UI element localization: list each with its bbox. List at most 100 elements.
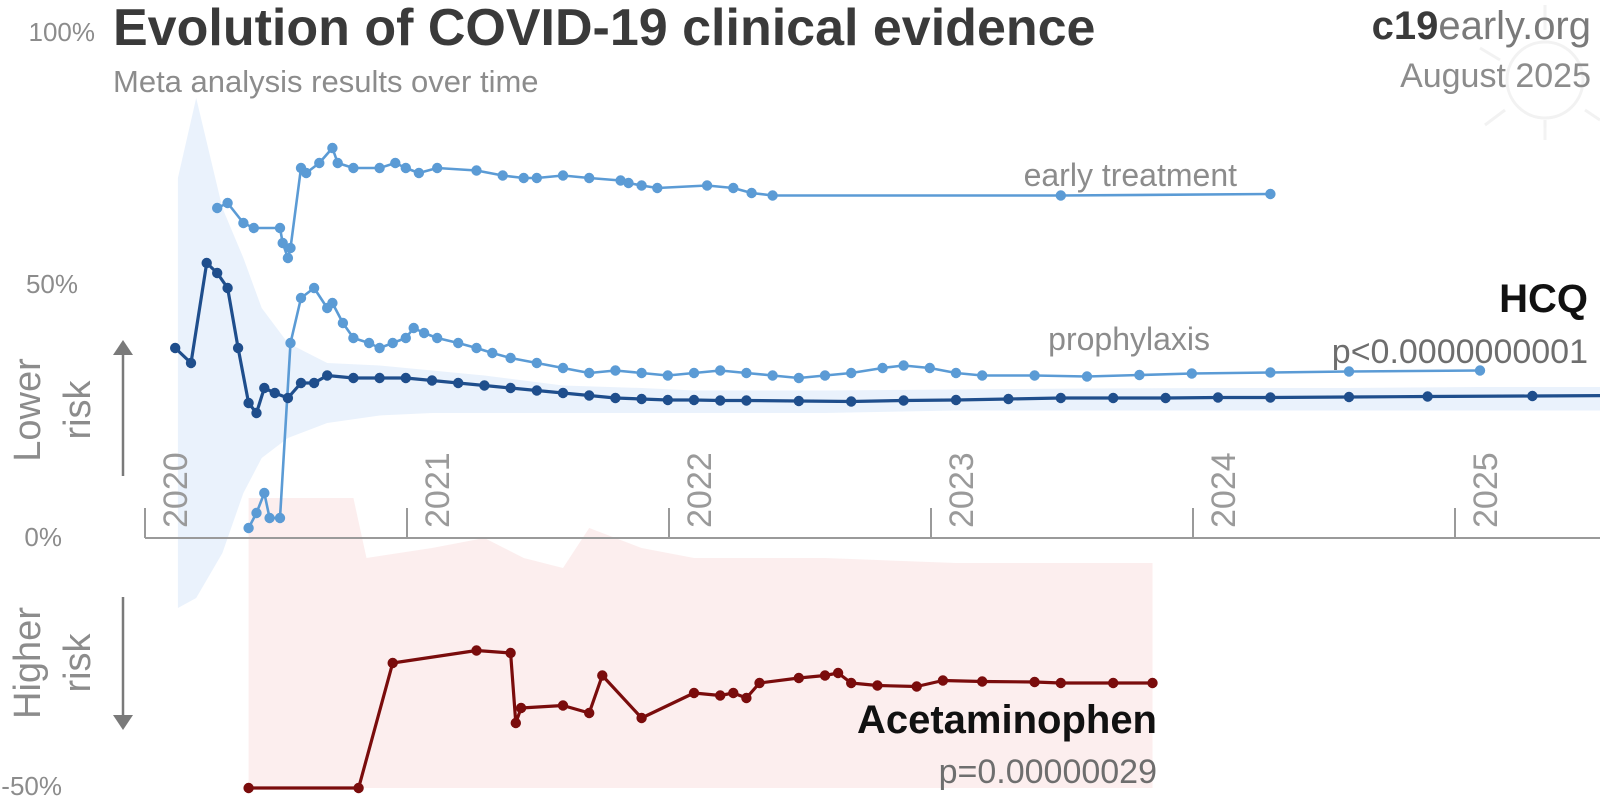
data-point [662,394,673,406]
data-point [479,380,490,391]
data-point [688,367,700,379]
drug-name-hcq: HCQ [1499,277,1588,321]
data-point [767,190,778,201]
x-tick-label: 2025 [1467,452,1505,528]
data-point [390,157,401,169]
x-axis: 2020 2021 2022 2023 2024 2025 [144,452,1600,539]
data-point [557,700,569,711]
confidence-bands [177,98,1600,788]
data-point [453,377,464,389]
chart-title: Evolution of COVID-19 clinical evidence [113,0,1095,57]
data-point [487,347,498,359]
data-point [652,182,663,194]
side-label-risk: risk [57,632,99,692]
data-point [453,337,464,349]
data-point [243,522,254,534]
data-point [977,370,988,381]
data-point [846,367,857,379]
data-point [1003,393,1014,405]
data-point [662,370,673,381]
series-prophylaxis [243,282,1486,534]
data-point [518,172,529,184]
data-point [327,142,338,154]
data-point [1029,676,1040,688]
series-layer [170,142,1600,794]
data-point [1160,392,1171,404]
data-point [610,365,621,376]
chart-subtitle: Meta analysis results over time [113,64,539,99]
data-point [251,507,262,519]
data-point [531,385,542,396]
arrow-up-icon [113,340,133,355]
data-point [348,372,359,384]
y-tick-label: -50% [1,771,62,800]
data-point [877,362,888,374]
virus-watermark-icon [1479,5,1600,140]
data-point [212,202,223,214]
data-point [531,357,542,369]
data-point [505,382,516,394]
data-point [259,382,270,394]
x-tick-label: 2021 [419,452,457,528]
data-point [400,332,411,344]
data-point [277,237,288,249]
data-point [1343,391,1355,403]
p-value-acetaminophen: p=0.00000029 [939,753,1157,791]
data-point [1422,391,1433,402]
data-point [374,372,385,384]
data-point [418,327,430,339]
data-point [314,157,325,169]
prophylaxis-label: prophylaxis [1048,321,1210,357]
data-point [295,377,307,389]
data-point [832,667,844,679]
data-point [741,367,752,379]
early-treatment-label: early treatment [1024,157,1238,193]
data-point [557,362,569,374]
data-point [950,394,962,406]
data-point [793,672,804,684]
y-tick-label: 50% [26,269,78,299]
y-tick-label: 100% [29,17,96,47]
data-point [248,222,259,234]
data-point [728,687,739,699]
y-tick-label: 0% [24,522,62,552]
series-all [170,257,1600,419]
data-point [285,242,296,254]
data-point [557,387,569,399]
data-point [243,397,254,409]
data-point [1055,392,1067,404]
data-point [322,370,333,381]
data-point [222,197,233,209]
data-point [793,395,804,407]
data-point [688,687,700,699]
lower-risk-indicator: Lower risk [7,340,133,476]
data-point [282,252,294,264]
data-point [426,375,438,386]
data-point [243,782,254,794]
x-tick-label: 2020 [157,452,195,528]
data-point [264,512,275,524]
data-point [950,367,962,379]
data-point [1474,365,1486,376]
data-point [274,512,286,524]
data-point [471,165,482,176]
data-point [1147,677,1158,689]
data-point [584,390,595,401]
data-point [348,332,359,344]
data-point [741,395,752,406]
data-point [746,187,757,199]
data-point [715,690,726,701]
data-point [636,180,647,191]
data-point [1265,367,1276,378]
data-point [337,317,349,329]
data-point [353,782,364,794]
data-point [301,167,312,179]
data-point [497,170,508,181]
data-point [251,407,262,419]
data-point [1186,368,1198,379]
data-point [332,157,343,169]
x-tick-label: 2024 [1205,452,1243,528]
data-point [471,342,482,354]
data-point [728,182,739,194]
data-point [387,657,398,669]
